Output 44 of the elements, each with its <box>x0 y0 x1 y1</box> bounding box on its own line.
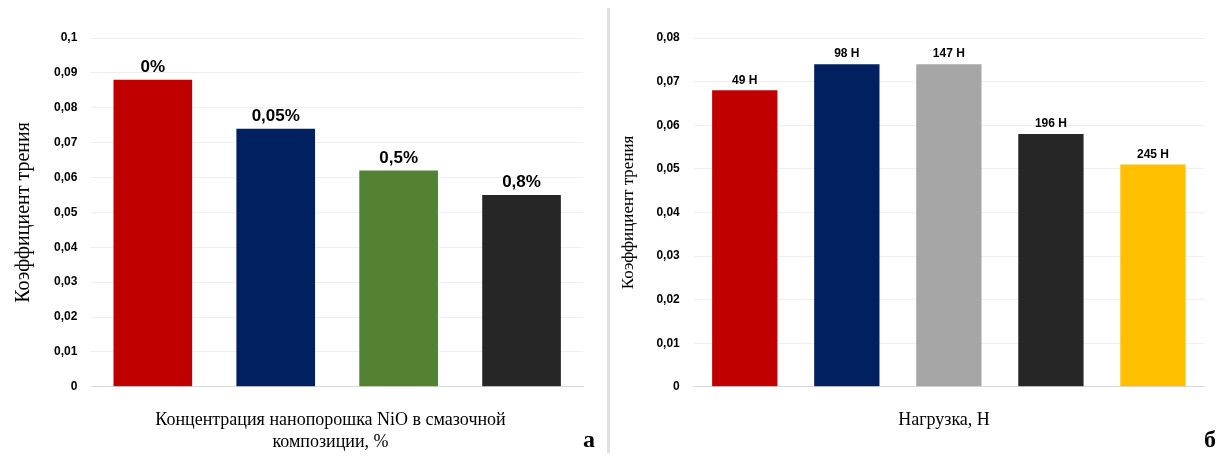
y-tick-label: 0,05 <box>54 204 78 219</box>
y-tick-label: 0,03 <box>656 248 681 263</box>
x-tick-label: 0,05% <box>251 105 300 125</box>
x-tick-label: 196 Н <box>1034 116 1067 131</box>
y-tick-label: 0,06 <box>656 117 681 132</box>
y-tick-label: 0 <box>70 379 78 394</box>
x-tick-label: 245 Н <box>1136 146 1169 161</box>
x-tick-label: 0,8% <box>502 172 541 192</box>
bar <box>1018 133 1084 387</box>
x-tick-label: 98 Н <box>834 46 860 61</box>
x-tick-label: 0% <box>140 57 166 77</box>
y-tick-label: 0,02 <box>54 309 78 324</box>
y-tick-label: 0,07 <box>656 73 681 88</box>
y-axis-title: Коэффициент трения <box>617 135 637 290</box>
y-tick-label: 0,03 <box>54 274 78 289</box>
bar <box>359 170 438 387</box>
y-tick-label: 0,09 <box>54 65 78 80</box>
text: а <box>583 426 595 453</box>
x-tick-label: 0,5% <box>379 147 419 167</box>
bar <box>814 64 880 387</box>
x-tick-label: 147 Н <box>932 46 965 61</box>
x-axis-title: Нагрузка, Н <box>898 409 990 429</box>
y-tick-label: 0,1 <box>60 30 78 45</box>
text: б <box>1204 426 1216 453</box>
y-tick-label: 0,01 <box>54 344 78 359</box>
y-tick-label: 0,04 <box>54 239 78 254</box>
bar <box>1120 164 1186 387</box>
y-tick-label: 0,02 <box>656 291 681 306</box>
bar <box>236 128 316 387</box>
y-tick-label: 0,05 <box>656 161 681 176</box>
x-axis-title: Концентрация нанопорошка NiO в смазочной композиции, % <box>155 409 506 451</box>
y-tick-label: 0,04 <box>656 204 681 219</box>
y-tick-label: 0,07 <box>54 134 78 149</box>
y-tick-label: 0 <box>673 379 681 394</box>
bar <box>916 64 982 387</box>
bar <box>482 194 561 387</box>
y-tick-label: 0,06 <box>54 169 78 184</box>
y-axis-title: Коэффициент трения <box>11 122 35 303</box>
bar <box>712 90 778 387</box>
y-tick-label: 0,08 <box>54 100 78 115</box>
bar <box>113 79 193 387</box>
x-tick-label: 49 Н <box>732 72 758 87</box>
y-tick-label: 0,08 <box>656 30 681 45</box>
y-tick-label: 0,01 <box>656 335 681 350</box>
